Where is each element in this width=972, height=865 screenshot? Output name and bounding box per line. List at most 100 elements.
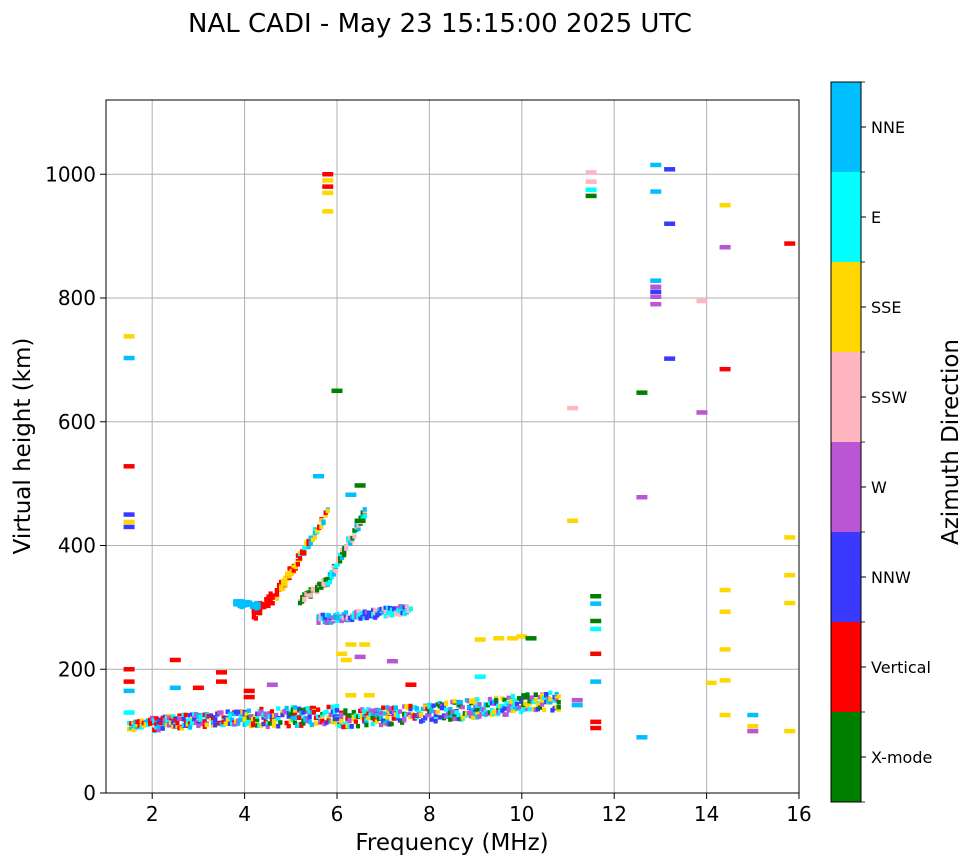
x-tick-label: 16 [786,802,811,826]
echo-point [330,719,335,724]
echo-point [542,707,547,712]
echo-point [554,691,559,697]
echo-point [585,179,597,184]
x-axis-label: Frequency (MHz) [355,830,548,856]
echo-point [423,715,428,720]
echo-point [321,582,326,587]
echo-point [123,334,135,339]
echo-point [194,720,199,725]
echo-point [269,709,274,714]
echo-point [452,698,457,704]
echo-point [494,698,499,703]
echo-point [304,591,309,597]
echo-point [276,717,281,722]
echo-point [248,714,253,719]
echo-point [364,722,369,728]
echo-point [312,526,318,532]
echo-point [585,170,597,175]
echo-point [784,728,796,734]
echo-point [355,723,361,729]
echo-point [307,719,312,725]
echo-point [477,702,482,707]
echo-point [556,707,561,712]
echo-point [302,597,307,603]
echo-point [373,608,378,613]
echo-point [283,580,288,585]
echo-point [175,723,180,728]
echo-point [276,706,281,711]
echo-point [131,727,136,733]
echo-point [435,709,440,715]
echo-point [429,708,434,714]
echo-point [352,534,357,539]
echo-point [166,723,172,728]
echo-point [287,573,292,579]
echo-point [334,708,340,713]
echo-point [379,722,384,728]
echo-point [696,410,708,415]
echo-point [308,589,313,595]
echo-point [466,704,472,710]
echo-point [525,695,530,700]
echo-point [705,680,717,686]
echo-point [123,679,135,684]
echo-point [385,714,390,720]
echo-point [253,616,259,621]
echo-point [510,693,515,699]
echo-marks [123,162,796,740]
colorbar-segment [831,622,861,712]
echo-point [548,696,553,702]
echo-point [533,698,538,703]
echo-point [500,703,505,709]
echo-point [493,636,505,641]
echo-point [324,620,330,626]
echo-point [123,355,135,361]
echo-point [216,679,227,684]
echo-point [325,508,330,514]
echo-point [368,708,373,714]
echo-point [502,706,507,711]
echo-point [446,714,451,719]
echo-point [244,711,249,717]
echo-point [312,587,318,592]
echo-point [590,626,602,632]
echo-point [265,724,270,730]
echo-point [504,712,509,717]
echo-point [529,695,534,700]
echo-point [784,535,796,540]
echo-point [284,720,289,726]
echo-point [397,709,403,714]
echo-point [183,720,188,725]
echo-point [362,713,367,719]
colorbar-frame [830,81,862,803]
echo-point [351,710,356,715]
x-tick-label: 2 [146,802,159,826]
y-tick-label: 200 [58,657,96,681]
echo-point [719,202,731,208]
echo-point [539,702,545,707]
echo-point [154,716,159,721]
echo-point [255,717,260,722]
echo-point [213,718,218,723]
echo-point [152,727,157,732]
echo-point [319,524,324,530]
echo-point [452,716,457,722]
x-tick-label: 12 [601,802,626,826]
echo-point [255,720,260,725]
echo-point [431,703,436,708]
echo-point [302,592,307,597]
echo-point [443,700,449,706]
echo-point [364,615,369,621]
echo-point [123,464,135,469]
echo-point [225,717,230,722]
echo-point [504,701,509,706]
echo-point [349,723,354,729]
echo-point [347,716,352,721]
echo-point [246,715,251,720]
echo-point [278,720,283,725]
echo-point [567,518,579,523]
echo-point [379,715,384,721]
echo-point [475,697,480,702]
echo-point [719,712,731,718]
echo-point [331,572,337,577]
